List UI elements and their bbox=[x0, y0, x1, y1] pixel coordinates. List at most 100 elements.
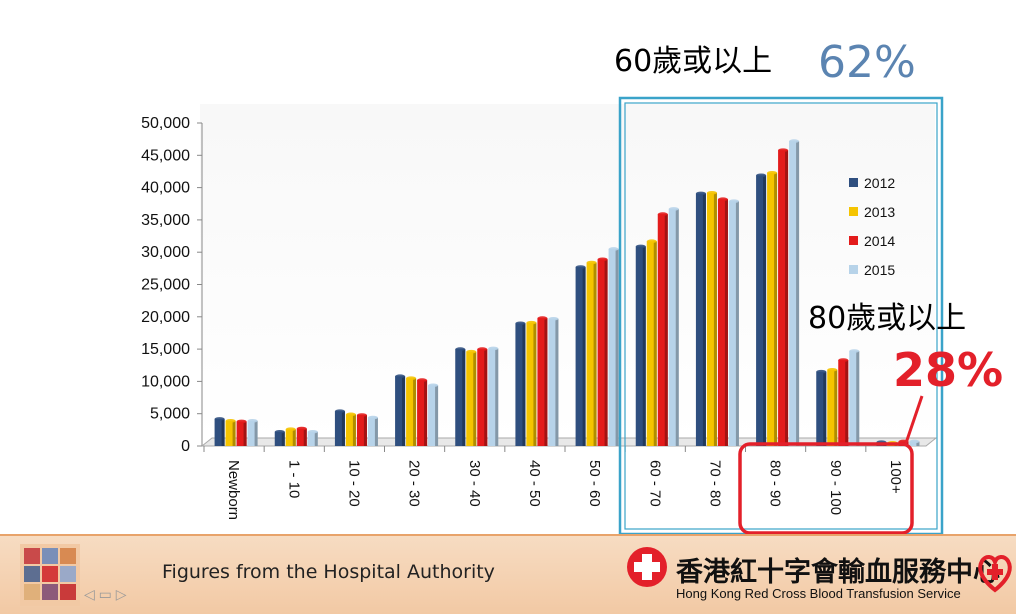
bar-side-2015-1 bbox=[314, 431, 318, 446]
bar-side-2014-5 bbox=[544, 318, 548, 446]
bar-side-2014-2 bbox=[363, 414, 367, 446]
blood-donors-collage-icon bbox=[20, 544, 80, 606]
bar-2012-5 bbox=[515, 323, 526, 446]
bar-top-2015-4 bbox=[488, 346, 499, 351]
bar-top-2013-5 bbox=[526, 320, 537, 325]
x-tick-label: 90 - 100 bbox=[827, 460, 844, 515]
over80-highlight-box bbox=[738, 442, 914, 534]
bar-2014-0 bbox=[236, 421, 247, 446]
bar-top-2013-10 bbox=[827, 367, 838, 372]
bar-top-2013-9 bbox=[767, 170, 778, 175]
bar-top-2015-0 bbox=[247, 419, 258, 423]
bar-2015-5 bbox=[548, 318, 559, 446]
slide-nav-arrows[interactable]: ◁ ▭ ▷ bbox=[84, 586, 127, 602]
bar-side-2012-9 bbox=[763, 175, 767, 447]
x-tick-label: 10 - 20 bbox=[345, 460, 362, 507]
bar-top-2012-9 bbox=[756, 173, 767, 178]
over60-highlight-box-inner bbox=[624, 102, 938, 530]
y-tick-label: 50,000 bbox=[141, 115, 190, 132]
bar-side-2015-4 bbox=[495, 348, 499, 446]
bar-top-2015-6 bbox=[608, 247, 619, 251]
x-tick-label: 70 - 80 bbox=[706, 460, 723, 507]
bar-side-2013-4 bbox=[473, 351, 477, 446]
bar-2013-6 bbox=[586, 262, 597, 446]
x-tick-label: 100+ bbox=[887, 460, 904, 494]
bar-2014-2 bbox=[356, 414, 367, 446]
bar-top-2014-7 bbox=[657, 212, 668, 216]
x-tick-label: 50 - 60 bbox=[586, 460, 603, 507]
bar-top-2015-8 bbox=[728, 199, 739, 203]
bar-top-2013-3 bbox=[406, 376, 417, 380]
bar-top-2012-4 bbox=[455, 347, 466, 351]
bar-side-2015-6 bbox=[615, 248, 619, 446]
bar-2015-2 bbox=[367, 417, 378, 446]
bar-2013-7 bbox=[646, 241, 657, 446]
bar-2014-7 bbox=[657, 214, 668, 446]
over80-label: 80歲或以上 bbox=[808, 301, 966, 336]
legend-label-2013: 2013 bbox=[864, 204, 895, 220]
bar-top-2015-1 bbox=[307, 429, 318, 434]
bar-2012-0 bbox=[214, 418, 225, 446]
bar-top-2013-7 bbox=[646, 239, 657, 244]
bar-2013-1 bbox=[285, 429, 296, 446]
bar-side-2015-0 bbox=[254, 420, 258, 446]
bar-side-2012-2 bbox=[341, 411, 345, 446]
bar-top-2013-8 bbox=[706, 190, 717, 195]
legend-swatch-2014 bbox=[849, 236, 858, 245]
bar-top-2012-8 bbox=[695, 191, 706, 196]
bar-side-2014-8 bbox=[724, 199, 728, 446]
y-tick-label: 45,000 bbox=[141, 147, 190, 164]
x-tick-label: 40 - 50 bbox=[526, 460, 543, 507]
bar-side-2013-5 bbox=[533, 322, 537, 446]
bar-2013-8 bbox=[706, 192, 717, 446]
bar-top-2014-2 bbox=[356, 413, 367, 417]
bar-2012-6 bbox=[575, 267, 586, 446]
bar-top-2012-3 bbox=[395, 374, 406, 379]
y-tick-label: 25,000 bbox=[141, 277, 190, 294]
bar-top-2012-5 bbox=[515, 321, 526, 326]
y-tick-label: 0 bbox=[181, 438, 190, 455]
y-tick-label: 30,000 bbox=[141, 244, 190, 261]
bar-top-2015-9 bbox=[789, 139, 800, 143]
y-tick-label: 35,000 bbox=[141, 212, 190, 229]
bar-side-2015-9 bbox=[796, 141, 800, 446]
bar-2014-10 bbox=[838, 360, 849, 446]
bar-top-2012-7 bbox=[635, 244, 646, 249]
plot-area-background bbox=[200, 104, 935, 444]
y-tick-label: 5,000 bbox=[150, 406, 190, 423]
bar-2013-2 bbox=[345, 414, 356, 446]
bar-top-2014-0 bbox=[236, 419, 247, 424]
bar-2012-7 bbox=[635, 246, 646, 446]
bar-top-2012-2 bbox=[334, 409, 345, 413]
bar-side-2015-11 bbox=[916, 441, 920, 446]
bar-2013-10 bbox=[827, 369, 838, 446]
bar-top-2014-3 bbox=[417, 378, 428, 382]
source-note: Figures from the Hospital Authority bbox=[162, 561, 495, 583]
bar-top-2012-10 bbox=[816, 369, 827, 374]
x-tick-label: Newborn bbox=[225, 460, 242, 520]
bar-2014-9 bbox=[778, 150, 789, 446]
bar-2015-0 bbox=[247, 420, 258, 446]
bar-top-2013-4 bbox=[466, 349, 477, 354]
bar-side-2013-1 bbox=[292, 429, 296, 446]
bar-side-2015-7 bbox=[675, 208, 679, 446]
org-name-chinese: 香港紅十字會輸血服務中心 bbox=[676, 557, 1000, 588]
bar-side-2015-3 bbox=[435, 385, 439, 446]
bar-2012-1 bbox=[274, 431, 285, 446]
bar-side-2014-4 bbox=[484, 349, 488, 446]
legend: 2012 2013 2014 2015 bbox=[849, 175, 895, 278]
bar-2012-2 bbox=[334, 411, 345, 446]
bar-2012-10 bbox=[816, 371, 827, 446]
bar-2013-4 bbox=[466, 351, 477, 446]
bar-2014-3 bbox=[417, 380, 428, 446]
legend-swatch-2013 bbox=[849, 207, 858, 216]
y-tick-label: 15,000 bbox=[141, 341, 190, 358]
bar-top-2015-7 bbox=[668, 207, 679, 211]
bar-top-2014-4 bbox=[477, 347, 488, 351]
bar-2013-9 bbox=[767, 172, 778, 446]
bar-2014-6 bbox=[597, 259, 608, 446]
bar-side-2015-8 bbox=[735, 201, 739, 446]
bar-2012-3 bbox=[395, 376, 406, 446]
legend-swatch-2015 bbox=[849, 265, 858, 274]
bar-2014-8 bbox=[717, 199, 728, 446]
